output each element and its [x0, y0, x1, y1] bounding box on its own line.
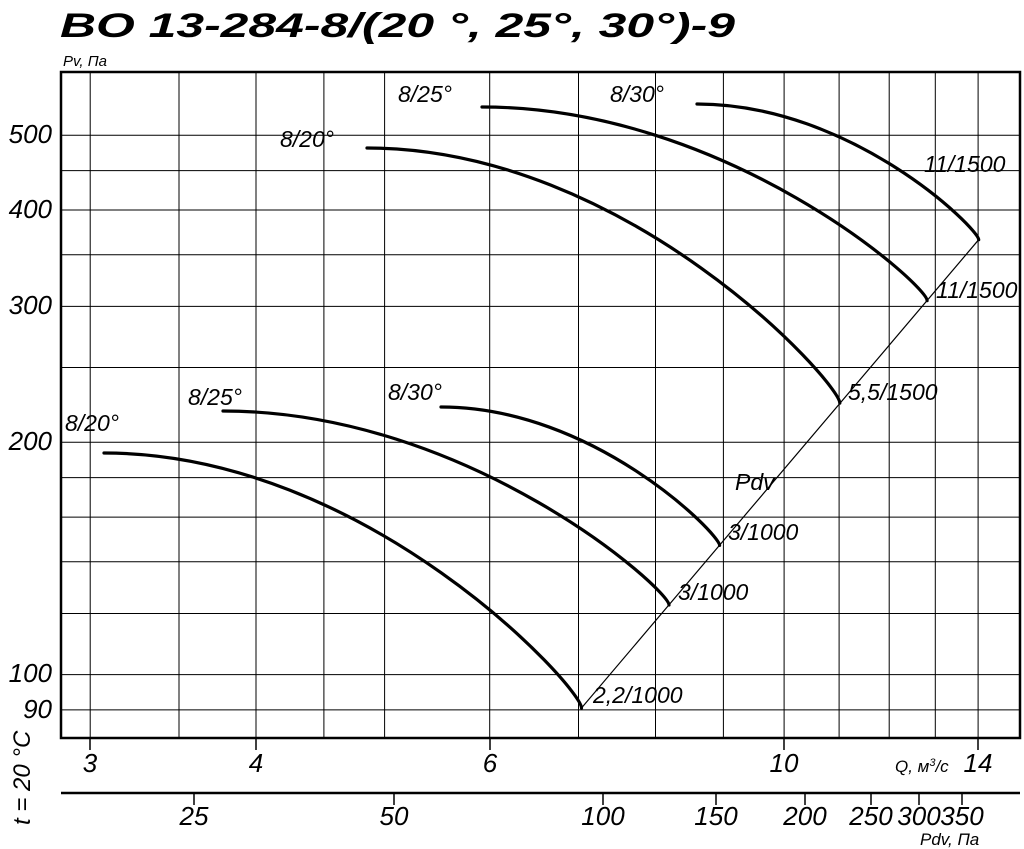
svg-text:11/1500: 11/1500 — [936, 277, 1018, 303]
svg-text:6: 6 — [483, 748, 498, 778]
svg-text:Pv, Пa: Pv, Пa — [63, 53, 107, 70]
svg-text:8/30°: 8/30° — [388, 379, 442, 405]
svg-text:90: 90 — [23, 694, 52, 724]
svg-text:25: 25 — [179, 801, 209, 831]
svg-text:10: 10 — [770, 748, 799, 778]
svg-text:2,2/1000: 2,2/1000 — [592, 682, 683, 708]
svg-text:100: 100 — [581, 801, 625, 831]
svg-text:t = 20 °C: t = 20 °C — [9, 730, 36, 825]
svg-text:8/25°: 8/25° — [398, 81, 452, 107]
svg-text:500: 500 — [9, 119, 53, 149]
svg-text:3: 3 — [83, 748, 98, 778]
svg-text:Pdv: Pdv — [735, 469, 776, 495]
svg-text:BO 13-284-8/(20 °, 25°, 30°)-9: BO 13-284-8/(20 °, 25°, 30°)-9 — [60, 7, 735, 45]
svg-text:350: 350 — [940, 801, 984, 831]
svg-text:50: 50 — [380, 801, 409, 831]
svg-text:100: 100 — [9, 658, 53, 688]
svg-text:250: 250 — [848, 801, 893, 831]
svg-text:3/1000: 3/1000 — [678, 579, 749, 605]
svg-text:4: 4 — [249, 748, 263, 778]
svg-text:11/1500: 11/1500 — [924, 151, 1006, 177]
svg-text:200: 200 — [782, 801, 827, 831]
svg-text:300: 300 — [9, 290, 53, 320]
svg-text:400: 400 — [9, 194, 53, 224]
svg-text:3/1000: 3/1000 — [728, 519, 799, 545]
svg-text:14: 14 — [964, 748, 993, 778]
svg-text:Q, м3/с: Q, м3/с — [895, 757, 949, 776]
svg-text:8/25°: 8/25° — [188, 384, 242, 410]
svg-text:300: 300 — [897, 801, 941, 831]
svg-text:Pdv, Пa: Pdv, Пa — [920, 830, 979, 849]
svg-text:8/30°: 8/30° — [610, 81, 664, 107]
svg-text:8/20°: 8/20° — [65, 410, 119, 436]
svg-text:150: 150 — [694, 801, 738, 831]
svg-text:200: 200 — [8, 426, 53, 456]
svg-text:5,5/1500: 5,5/1500 — [848, 379, 938, 405]
svg-text:8/20°: 8/20° — [280, 126, 334, 152]
